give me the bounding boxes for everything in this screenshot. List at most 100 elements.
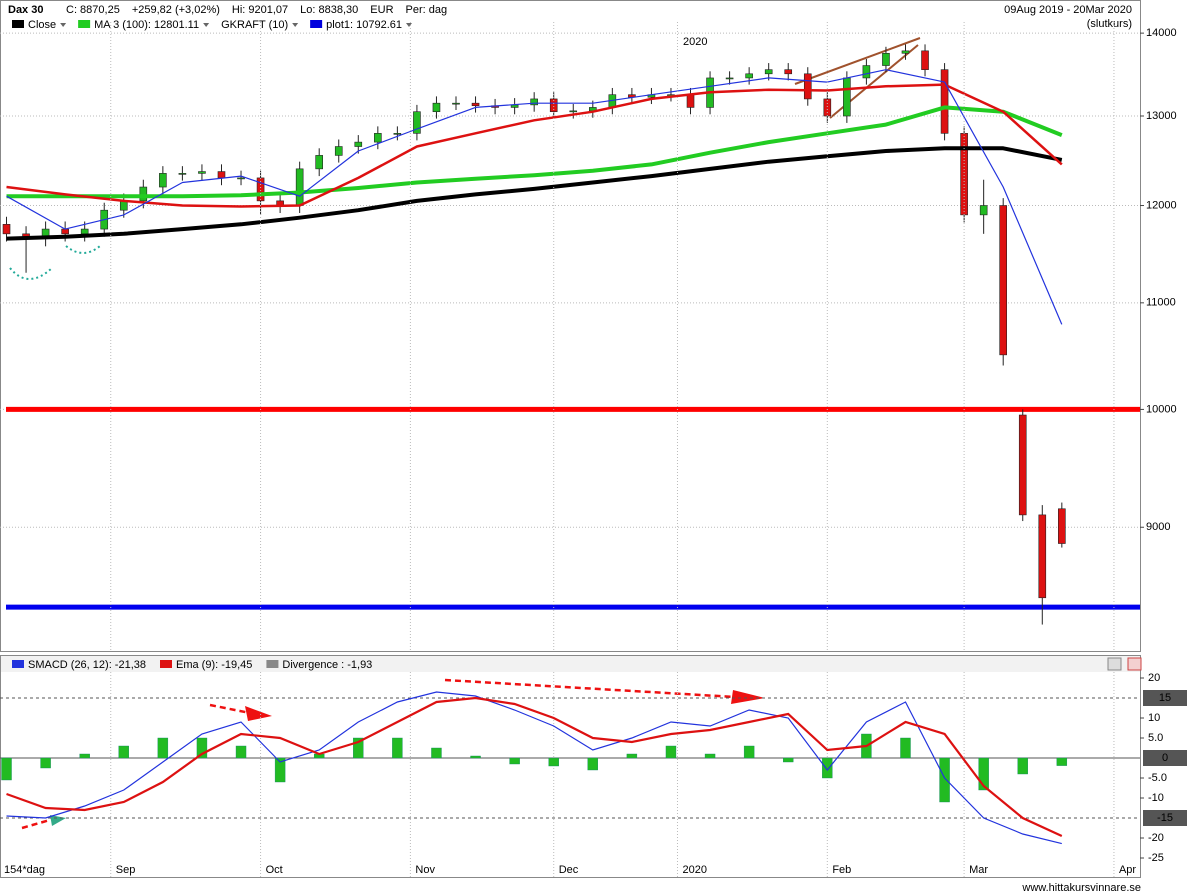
legend-label: Ema (9): -19,45 <box>176 659 252 671</box>
date-range: 09Aug 2019 - 20Mar 2020 <box>1004 4 1132 16</box>
period-label: 154*dag <box>4 864 45 876</box>
y-tick-label: 14000 <box>1146 27 1177 39</box>
stat: Lo: 8838,30 <box>300 4 358 16</box>
title: Dax 30 <box>8 4 43 16</box>
candle-body <box>198 171 206 174</box>
histogram-bar <box>587 757 598 771</box>
y-tick-label: 11000 <box>1146 297 1176 309</box>
y-tick-label: 10000 <box>1146 403 1177 415</box>
histogram-bar <box>900 737 911 759</box>
y-tick-label: 20 <box>1148 672 1160 684</box>
trend-arrows <box>21 678 736 830</box>
x-tick-label: Sep <box>116 864 136 876</box>
histogram-bar <box>235 745 247 759</box>
candle-body <box>784 69 793 75</box>
histogram-bar <box>157 737 169 759</box>
close-button[interactable] <box>1127 657 1142 671</box>
macd-line <box>6 691 1062 845</box>
candle-body <box>882 52 890 66</box>
legend-dropdown <box>60 23 67 27</box>
legend-swatch <box>310 20 323 28</box>
histogram-bar <box>939 757 950 803</box>
legend-label: SMACD (26, 12): -21,38 <box>28 659 146 671</box>
histogram-bar <box>196 737 208 759</box>
level-box <box>1143 690 1187 706</box>
candle-body <box>549 98 558 113</box>
histogram-bar <box>665 745 677 759</box>
ma-line <box>6 69 1063 325</box>
candle-body <box>178 173 187 175</box>
tool-button[interactable] <box>1107 657 1122 671</box>
histogram-bar <box>704 753 716 759</box>
candle-body <box>256 177 265 202</box>
y-tick-label: 13000 <box>1146 110 1177 122</box>
x-tick-label: Dec <box>559 864 579 876</box>
histogram-bar <box>392 737 403 759</box>
y-tick-label: 12000 <box>1146 199 1177 211</box>
stat: C: 8870,25 <box>66 4 120 16</box>
ma-line <box>6 105 1063 199</box>
x-tick-label: Apr <box>1119 864 1136 876</box>
candle-body <box>803 73 812 100</box>
y-tick-label: 9000 <box>1146 521 1170 533</box>
candle-body <box>530 98 538 106</box>
candle-body <box>432 102 441 113</box>
candle-body <box>940 69 949 134</box>
ma-line <box>6 83 1063 208</box>
candle-body <box>471 102 480 107</box>
legend-dropdown <box>203 23 210 27</box>
candle-body <box>159 173 167 188</box>
y-tick-label: -5.0 <box>1148 772 1167 784</box>
stat: EUR <box>370 4 393 16</box>
candle-body <box>334 146 343 156</box>
candle-body <box>295 168 304 206</box>
histogram-bar <box>978 757 989 791</box>
candle-body <box>2 224 11 235</box>
histogram-bar <box>783 757 794 763</box>
x-tick-label: Feb <box>832 864 851 876</box>
candle-body <box>569 110 578 113</box>
candle-body <box>374 133 382 143</box>
candle-body <box>999 205 1008 356</box>
legend-swatch <box>12 660 24 668</box>
candle-body <box>1038 514 1047 599</box>
legend-label: Divergence : -1,93 <box>282 659 372 671</box>
candle-body <box>354 141 363 147</box>
candle-body <box>843 77 851 117</box>
y-tick-label: 5.0 <box>1148 732 1163 744</box>
candle-body <box>80 228 89 235</box>
candle-body <box>921 50 929 70</box>
level-box <box>1143 810 1187 826</box>
histogram-bar <box>1 757 12 781</box>
price-frame <box>0 0 1141 652</box>
y-tick-label: -25 <box>1148 852 1164 864</box>
histogram-bar <box>470 755 481 759</box>
ma-line <box>6 146 1063 241</box>
stat: Per: dag <box>406 4 448 16</box>
histogram-bar <box>118 745 129 759</box>
macd-header <box>1 656 1140 672</box>
candle-body <box>393 133 402 135</box>
candle-body <box>745 73 753 79</box>
candle-body <box>237 177 245 180</box>
histogram-bar <box>274 757 286 783</box>
candle-body <box>725 77 734 80</box>
legend-dropdown <box>292 23 299 27</box>
year-label: 2020 <box>683 36 707 48</box>
candle-body <box>686 94 695 108</box>
x-tick-label: Mar <box>969 864 988 876</box>
level-label: 0 <box>1162 752 1168 764</box>
legend-swatch <box>12 20 24 28</box>
histogram-bar <box>40 757 51 769</box>
candle-body <box>413 111 421 134</box>
candle-body <box>901 50 910 54</box>
y-tick-label: 10 <box>1148 712 1160 724</box>
level-box <box>1143 750 1187 766</box>
stat: +259,82 (+3,02%) <box>132 4 220 16</box>
histogram-bar <box>1017 757 1028 775</box>
legend-label: plot1: 10792.61 <box>326 19 402 31</box>
candle-body <box>1018 414 1027 516</box>
y-tick-label: -20 <box>1148 832 1164 844</box>
candle-body <box>823 98 832 117</box>
